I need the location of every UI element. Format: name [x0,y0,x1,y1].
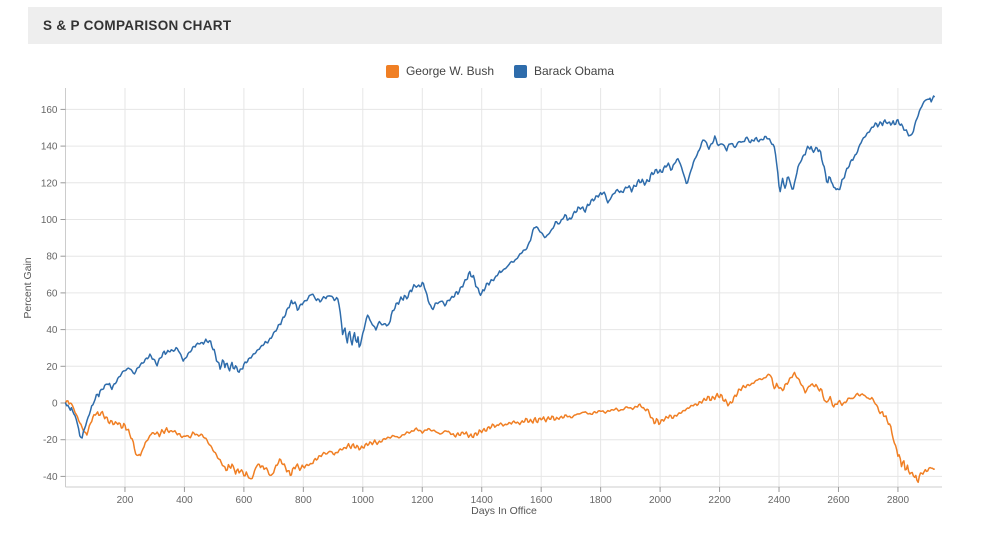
series-line-george-w-bush [64,371,935,484]
y-tick-label: 100 [41,215,58,226]
y-tick-label: 20 [46,362,58,373]
series-line-barack-obama [64,95,935,439]
x-tick-label: 600 [236,495,253,506]
legend-item-barack-obama[interactable]: Barack Obama [514,64,614,78]
x-axis-title: Days In Office [471,505,537,517]
legend-swatch-obama [514,64,527,78]
series-lines [64,95,935,484]
y-tick-label: 120 [41,178,58,189]
y-tick-label: -20 [43,435,58,446]
axes [60,88,942,492]
y-tick-label: 60 [46,288,58,299]
legend-item-george-w-bush[interactable]: George W. Bush [385,64,494,78]
gridlines [65,88,942,487]
y-tick-label: 80 [46,252,58,263]
y-tick-label: 140 [41,142,58,153]
x-tick-label: 1600 [530,495,553,506]
legend-label-obama: Barack Obama [534,64,615,78]
x-tick-label: 400 [176,495,193,506]
y-tick-label: 160 [41,105,58,116]
x-tick-label: 2800 [887,495,910,506]
x-tick-label: 2600 [827,495,850,506]
x-tick-label: 800 [295,495,312,506]
x-tick-label: 2000 [649,495,672,506]
tick-labels: 200 400 600 800 1000 1200 1400 1600 1800 2000 2200… [41,105,910,506]
legend-swatch-bush [385,64,399,78]
y-tick-label: 40 [46,325,58,336]
x-tick-label: 1800 [590,495,613,506]
y-axis-title: Percent Gain [22,257,34,318]
x-tick-label: 1400 [471,495,494,506]
page-title: S & P COMPARISON CHART [43,18,232,33]
y-tick-label: -40 [43,472,58,483]
legend-label-bush: George W. Bush [405,64,494,78]
y-tick-label: 0 [52,399,58,410]
chart-title-bar: S & P COMPARISON CHART [28,7,942,44]
x-tick-label: 1000 [352,495,375,506]
x-tick-label: 200 [117,495,134,506]
x-tick-label: 1200 [411,495,434,506]
x-tick-label: 2400 [768,495,791,506]
x-tick-label: 2200 [708,495,731,506]
chart-legend: George W. Bush Barack Obama [0,64,1000,78]
